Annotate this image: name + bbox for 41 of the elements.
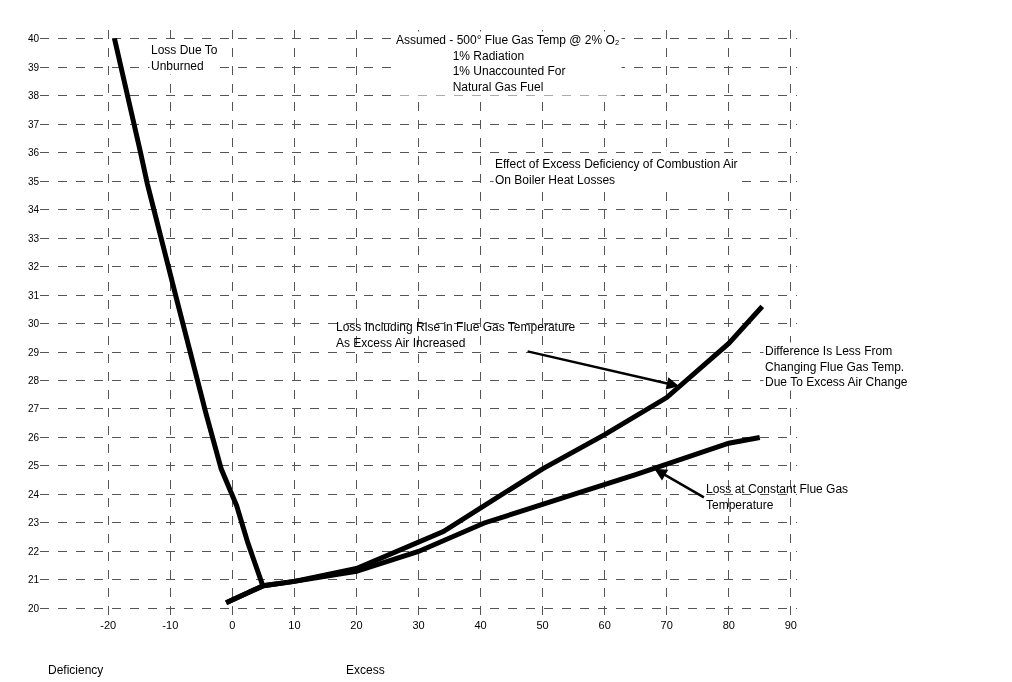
- x-tick-label: 60: [598, 619, 611, 631]
- x-tick-label: 20: [350, 619, 363, 631]
- x-tick-label: 70: [660, 619, 673, 631]
- annotation: Assumed - 500° Flue Gas Temp @ 2% O₂ 1% Radiation 1% Unaccounted For Natural Gas Fuel: [396, 33, 620, 94]
- x-tick-label: 0: [229, 619, 236, 631]
- x-tick-label: -20: [100, 619, 117, 631]
- y-tick-label: 26: [27, 431, 40, 443]
- y-tick-label: 37: [27, 118, 40, 130]
- y-tick-label: 38: [27, 90, 40, 102]
- y-tick-label: 35: [27, 175, 40, 187]
- text: Excess: [346, 663, 385, 677]
- y-tick-label: 33: [27, 232, 40, 244]
- text: Deficiency: [48, 663, 104, 677]
- x-tick-label: 40: [474, 619, 487, 631]
- annotation: Loss at Constant Flue Gas Temperature: [706, 482, 849, 512]
- x-tick-label: 30: [412, 619, 425, 631]
- annotation: Difference Is Less From Changing Flue Gas Temp. Due To Excess Air Change: [765, 344, 908, 390]
- x-tick-label: 50: [536, 619, 549, 631]
- y-tick-label: 25: [27, 460, 40, 472]
- y-tick-label: 23: [27, 517, 40, 529]
- x-tick-label: 10: [288, 619, 301, 631]
- x-tick-label: 80: [722, 619, 735, 631]
- y-tick-label: 32: [27, 261, 40, 273]
- y-tick-label: 27: [27, 403, 40, 415]
- y-tick-label: 24: [27, 488, 40, 500]
- annotation: Loss Including Rise in Flue Gas Temperature As Excess Air Increased: [336, 320, 576, 350]
- annotation: Effect of Excess Deficiency of Combustion Air On Boiler Heat Losses: [495, 157, 738, 187]
- y-tick-label: 36: [27, 147, 40, 159]
- y-tick-label: 20: [27, 602, 40, 614]
- y-tick-label: 40: [27, 33, 40, 45]
- y-tick-label: 29: [27, 346, 40, 358]
- annotation: Loss Due To Unburned: [151, 43, 218, 73]
- x-tick-label: 90: [784, 619, 797, 631]
- y-tick-label: 30: [27, 318, 40, 329]
- y-tick-label: 22: [27, 545, 40, 557]
- y-tick-label: 28: [27, 374, 40, 386]
- y-tick-label: 21: [27, 574, 40, 586]
- y-tick-label: 31: [27, 289, 40, 301]
- y-tick-label: 34: [27, 204, 40, 216]
- y-tick-label: 39: [27, 61, 40, 73]
- x-tick-label: -10: [162, 619, 179, 631]
